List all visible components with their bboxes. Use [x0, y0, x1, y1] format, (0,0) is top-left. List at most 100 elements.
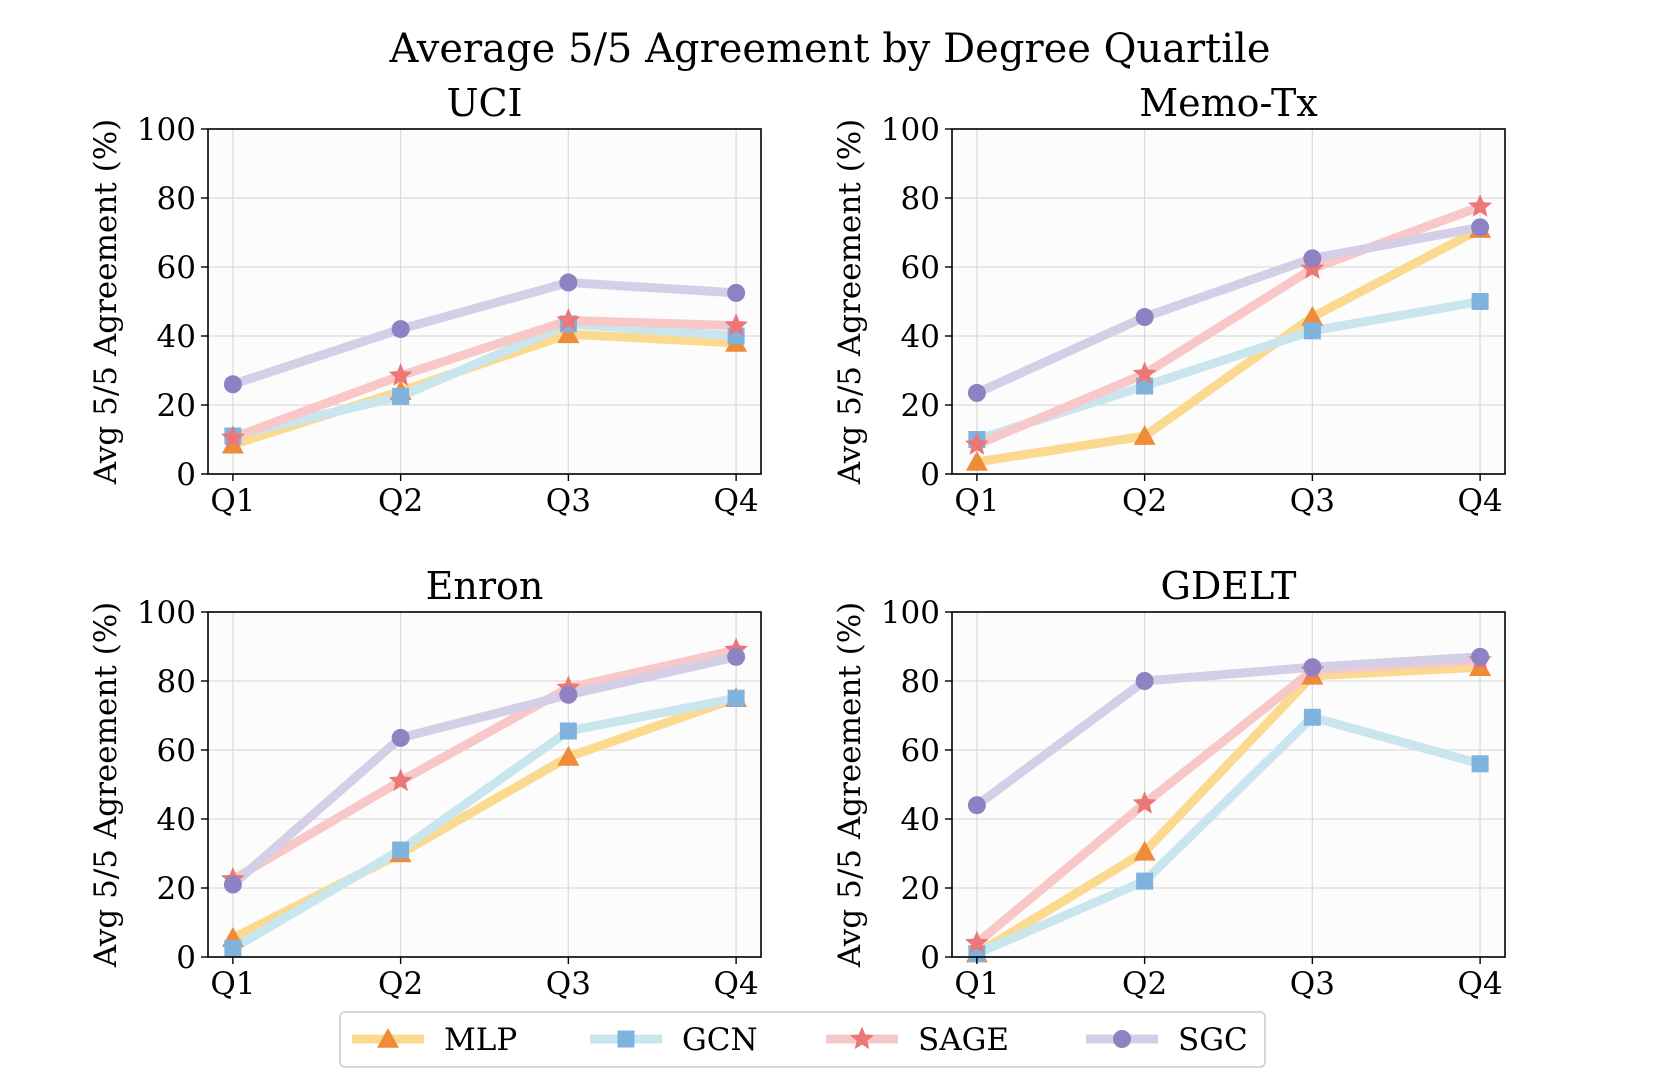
series-line-sgc: [228, 652, 741, 890]
panel-title: Memo-Tx: [1139, 81, 1318, 125]
data-point-gcn: [1471, 293, 1489, 310]
data-point-sage: [388, 768, 413, 792]
data-point-sgc: [727, 647, 746, 666]
legend-entry-sgc: SGC: [1086, 1022, 1248, 1058]
y-tick-label: 60: [157, 733, 196, 769]
data-point-sgc: [1135, 672, 1154, 690]
y-tick-label: 100: [881, 595, 940, 631]
data-point-sgc: [223, 875, 242, 894]
data-point-mlp: [557, 323, 580, 344]
data-point-mlp: [1133, 840, 1156, 861]
legend-label: SAGE: [918, 1022, 1009, 1058]
y-axis-label: Avg 5/5 Agreement (%): [88, 119, 124, 486]
panel-memo-tx: 0 20 40 60 80 100 Q1 Q2 Q3 Q4 Memo-Tx Avg 5/5 Agree…: [832, 81, 1506, 519]
data-point-sgc: [1471, 647, 1490, 666]
y-tick-label: 80: [901, 181, 940, 217]
data-point-gcn: [1303, 708, 1321, 726]
x-tick-label: Q4: [714, 483, 759, 519]
x-tick-label: Q3: [1290, 966, 1335, 1002]
data-point-sgc: [1303, 249, 1322, 268]
data-point-sgc: [727, 283, 746, 302]
data-point-sage: [556, 307, 581, 331]
series-line-gcn: [228, 319, 741, 441]
x-tick-label: Q2: [378, 483, 423, 519]
series-line-gcn: [972, 712, 1485, 959]
data-point-sage: [1468, 194, 1492, 217]
legend-marker-mlp: [377, 1028, 399, 1048]
legend-label: SGC: [1178, 1022, 1248, 1058]
series-line-mlp: [972, 662, 1485, 959]
y-tick-label: 40: [901, 319, 940, 355]
data-point-gcn: [392, 387, 410, 405]
data-point-sgc: [967, 796, 986, 815]
y-tick-label: 40: [157, 319, 196, 355]
legend-label: GCN: [682, 1022, 758, 1058]
y-tick-label: 60: [901, 250, 940, 286]
data-point-gcn: [1471, 755, 1489, 773]
data-point-sage: [1132, 361, 1157, 385]
data-point-sgc: [559, 685, 578, 704]
y-tick-label: 0: [920, 457, 940, 493]
legend-marker-gcn: [617, 1030, 635, 1048]
legend-label: MLP: [444, 1022, 517, 1058]
axes-frame: [951, 128, 1506, 475]
data-point-mlp: [965, 450, 988, 471]
x-tick-label: Q3: [546, 483, 591, 519]
y-tick-label: 80: [901, 664, 940, 700]
legend-marker-sage: [850, 1026, 874, 1050]
axes-frame: [207, 128, 762, 475]
axes-frame: [207, 611, 762, 958]
x-tick-label: Q3: [1290, 483, 1335, 519]
x-tick-label: Q3: [546, 966, 591, 1002]
y-tick-label: 60: [157, 250, 196, 286]
y-tick-label: 40: [901, 802, 940, 838]
panel-title: UCI: [446, 81, 522, 125]
y-tick-label: 80: [157, 664, 196, 700]
y-tick-label: 60: [901, 733, 940, 769]
data-point-mlp: [557, 745, 580, 766]
y-tick-label: 20: [157, 871, 196, 907]
legend-entry-sage: SAGE: [826, 1022, 1009, 1058]
x-tick-label: Q2: [1122, 966, 1167, 1002]
data-point-sage: [1300, 256, 1325, 279]
y-axis-label: Avg 5/5 Agreement (%): [88, 602, 124, 969]
y-tick-label: 20: [157, 388, 196, 424]
y-axis-label: Avg 5/5 Agreement (%): [832, 602, 868, 969]
series-line-sage: [228, 315, 741, 443]
y-tick-label: 100: [137, 595, 196, 631]
y-tick-label: 40: [157, 802, 196, 838]
legend: MLP GCN SAGE SGC: [339, 1011, 1266, 1068]
y-tick-label: 20: [901, 871, 940, 907]
legend-entry-mlp: MLP: [352, 1022, 517, 1058]
data-point-gcn: [727, 689, 745, 707]
x-tick-label: Q1: [954, 483, 999, 519]
data-point-mlp: [1133, 425, 1156, 445]
y-tick-label: 20: [901, 388, 940, 424]
y-tick-label: 100: [137, 112, 196, 148]
series-line-sgc: [228, 278, 741, 389]
panel-gdelt: 0 20 40 60 80 100 Q1 Q2 Q3 Q4 GDELT Avg 5/5 Agreeme…: [832, 564, 1506, 1002]
x-tick-label: Q2: [1122, 483, 1167, 519]
series-line-gcn: [228, 693, 741, 953]
y-tick-label: 100: [881, 112, 940, 148]
series-line-sgc: [972, 222, 1485, 398]
x-tick-label: Q1: [954, 966, 999, 1002]
data-point-mlp: [1301, 306, 1324, 326]
x-tick-label: Q2: [378, 966, 423, 1002]
panel-uci: 0 20 40 60 80 100 Q1 Q2 Q3 Q4 UCI Avg 5/5 Agreement…: [88, 81, 762, 519]
y-tick-label: 0: [920, 940, 940, 976]
series-line-sgc: [972, 652, 1485, 810]
data-point-mlp: [1469, 656, 1492, 676]
data-point-gcn: [1136, 872, 1154, 890]
data-point-sgc: [559, 273, 578, 292]
x-tick-label: Q4: [1458, 966, 1503, 1002]
data-point-sage: [724, 313, 748, 336]
x-tick-label: Q1: [210, 966, 255, 1002]
data-point-gcn: [392, 841, 410, 859]
panel-title: Enron: [426, 564, 544, 608]
x-tick-label: Q4: [1458, 483, 1503, 519]
data-point-gcn: [559, 722, 577, 740]
series-line-sage: [228, 645, 741, 884]
